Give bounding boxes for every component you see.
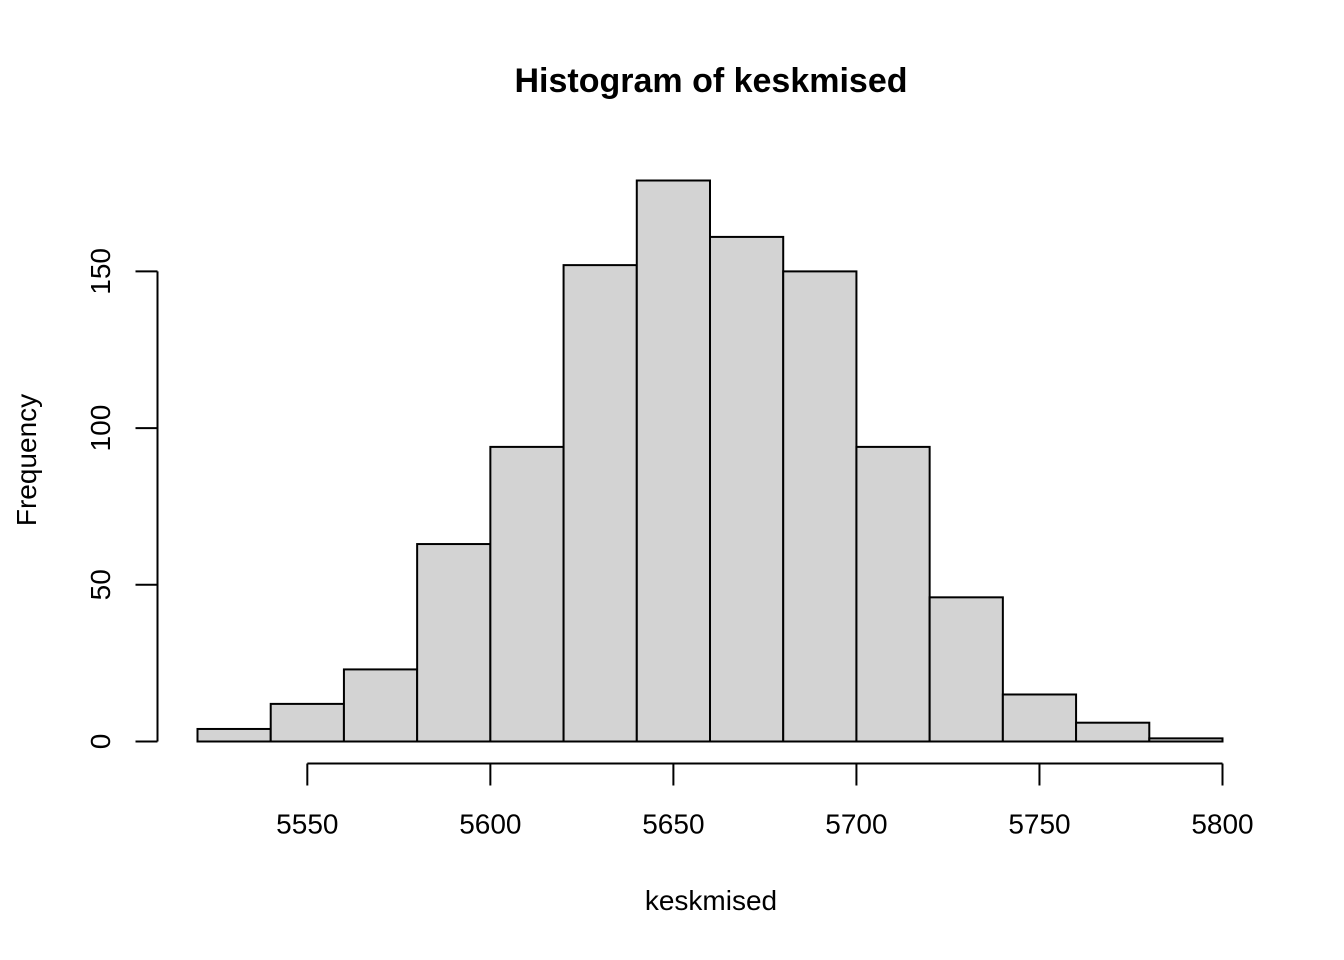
x-axis-label: keskmised [645,885,777,916]
histogram-bar [342,668,419,743]
x-tick-label: 5750 [1008,809,1070,840]
histogram-bar [635,179,711,743]
y-axis-label: Frequency [11,394,42,526]
y-tick-label: 150 [85,248,116,295]
histogram-bar [1001,693,1078,743]
x-tick-label: 5550 [276,809,338,840]
x-axis: 5550 5600 5650 5700 5750 5800 [276,762,1254,840]
x-tick-label: 5600 [459,809,521,840]
y-tick-label: 50 [85,569,116,600]
histogram-bar [416,543,492,743]
histogram-bar [1148,737,1224,743]
histogram-bar [928,596,1004,743]
histogram-bar [855,445,931,743]
histogram-bar [269,702,345,743]
y-tick-label: 100 [85,405,116,452]
bars-group [196,179,1224,743]
histogram-bar [1075,721,1151,743]
histogram-bar [196,727,272,743]
chart-title: Histogram of keskmised [514,62,907,100]
x-tick-label: 5700 [825,809,887,840]
x-tick-label: 5650 [642,809,704,840]
y-tick-label: 0 [85,734,116,750]
histogram-bar [562,264,638,743]
x-tick-label: 5800 [1191,809,1253,840]
histogram-bar [709,235,785,743]
y-axis: 0 50 100 150 [85,248,159,750]
histogram-bar [782,270,858,743]
histogram-bar [489,445,565,743]
